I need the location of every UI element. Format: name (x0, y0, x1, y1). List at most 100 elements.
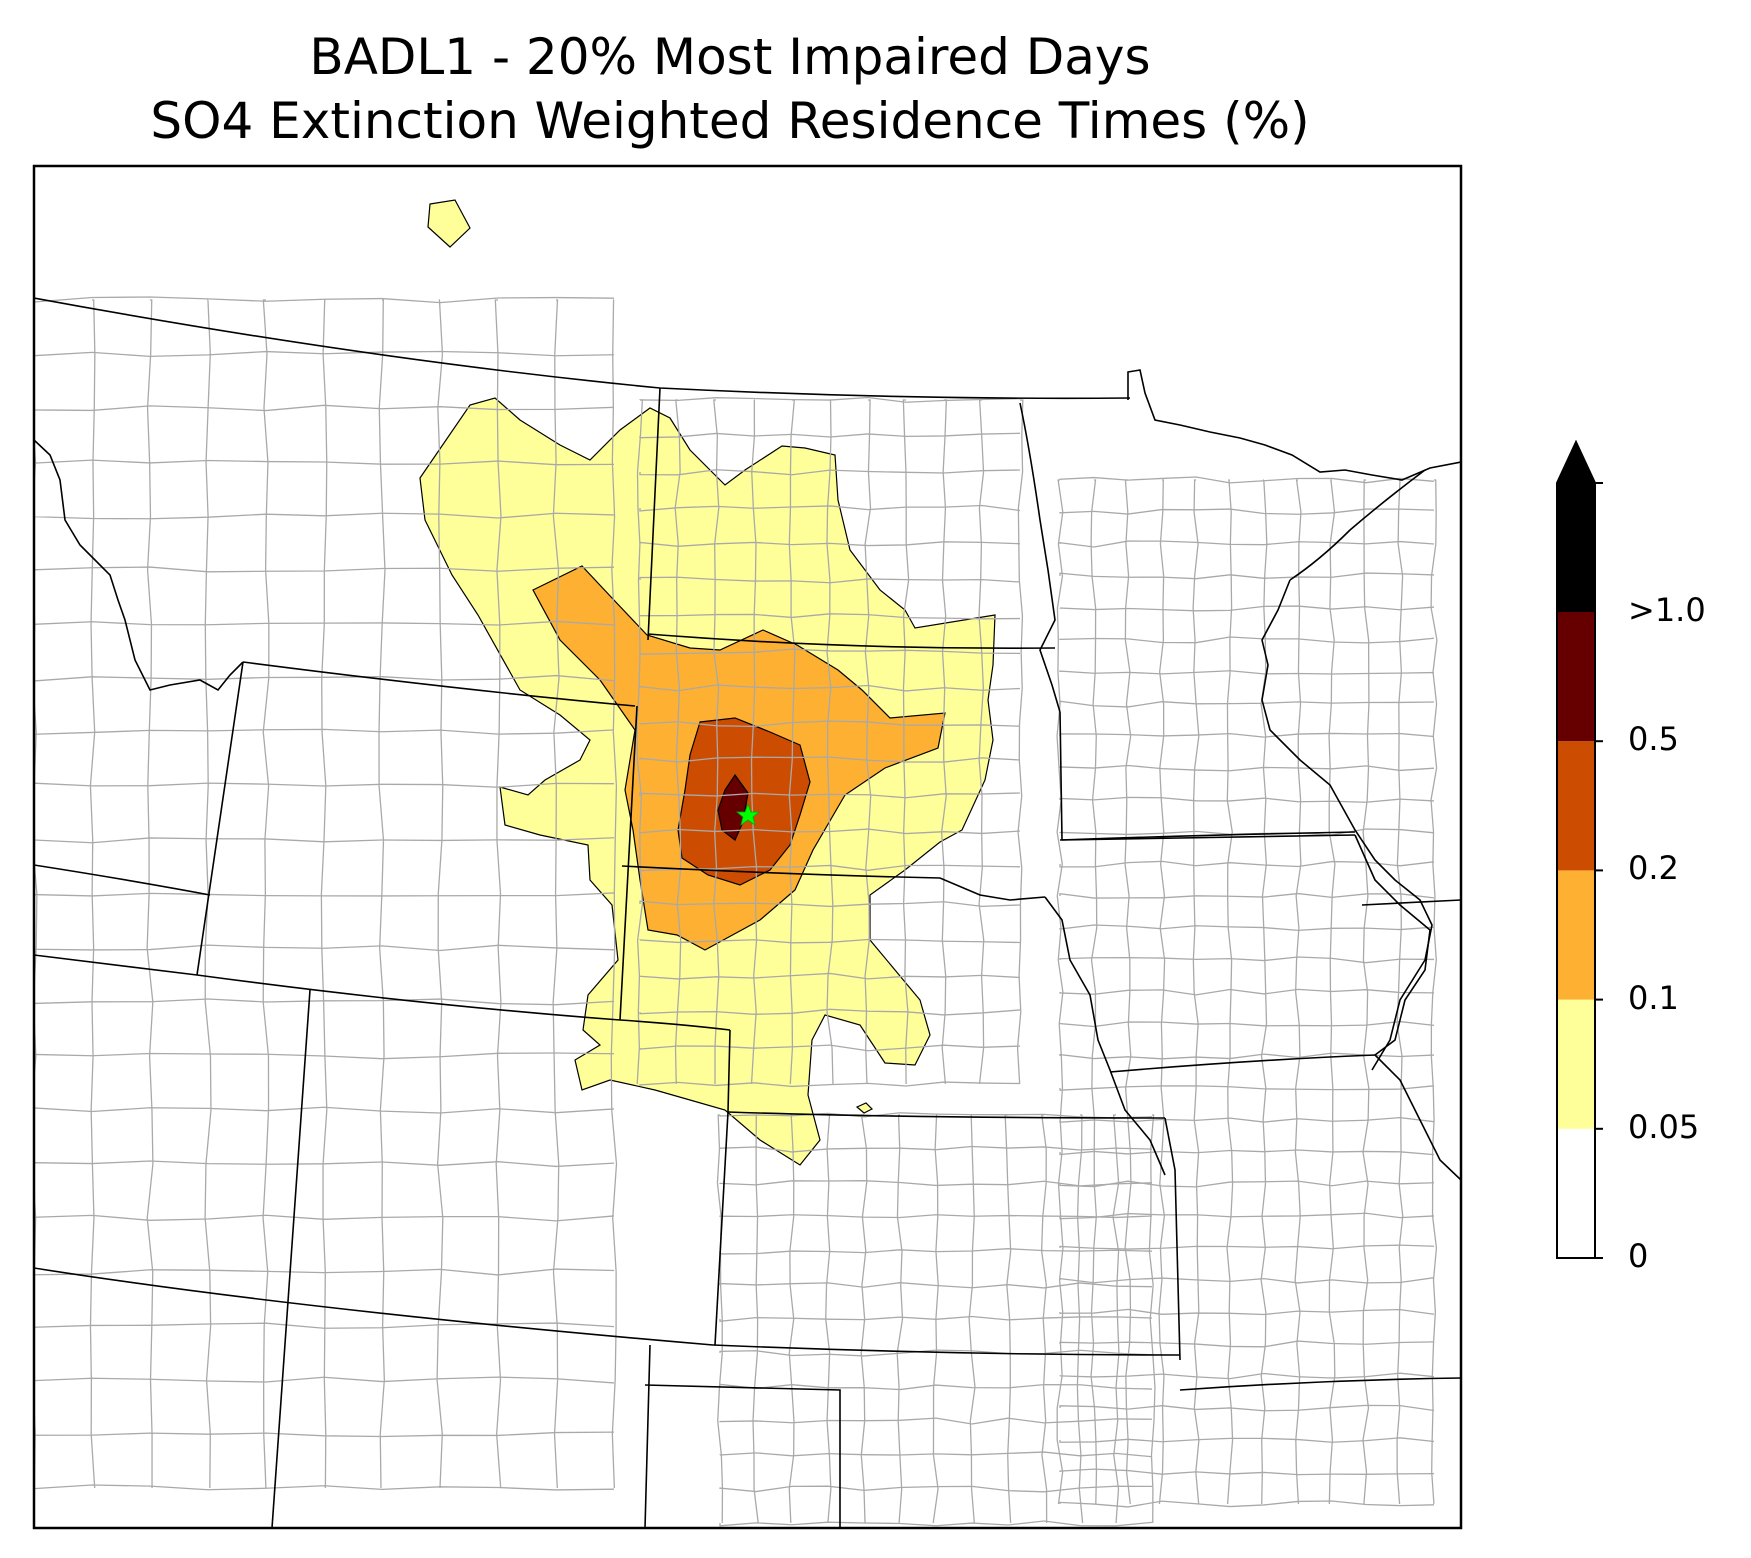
colorbar-tick-label: 0.05 (1628, 1108, 1700, 1146)
sd-mt-wy-line (619, 705, 638, 1021)
county-line (1059, 1500, 1435, 1508)
county-line (713, 399, 720, 1085)
county-line (89, 299, 96, 1489)
county-line (1059, 572, 1435, 580)
colorado-west-line (271, 989, 311, 1528)
county-line (34, 728, 615, 735)
county-line (146, 299, 154, 1489)
county-line (1059, 988, 1435, 996)
county-line (34, 1376, 615, 1384)
colorbar-tick-label: 0.2 (1628, 849, 1679, 887)
colorbar-tick-label: 0 (1628, 1237, 1649, 1275)
county-line (1004, 1114, 1012, 1524)
county-line (639, 469, 1021, 476)
county-line (752, 1114, 759, 1524)
county-line (1016, 399, 1024, 1085)
county-line (1059, 956, 1435, 964)
county-line (1192, 479, 1200, 1505)
county-line (1059, 1085, 1435, 1091)
county-line (34, 1106, 615, 1114)
county-line (636, 399, 644, 1085)
county-line (1059, 732, 1435, 738)
county-line (902, 399, 910, 1085)
county-line (34, 512, 615, 520)
county-line (860, 1114, 868, 1524)
county-line (639, 541, 1021, 547)
idaho-wyoming-line (34, 864, 211, 896)
iowa-north-line (1061, 834, 1356, 841)
county-line (34, 350, 615, 358)
county-line (494, 299, 502, 1489)
county-line (639, 613, 1021, 620)
wyoming-west-line (196, 661, 244, 976)
county-line (1059, 892, 1435, 899)
sd-ne-line (621, 865, 1046, 901)
county-line (610, 299, 618, 1489)
county-line (719, 1315, 1153, 1322)
county-line (639, 938, 1021, 944)
county-line (639, 648, 1021, 655)
county-line (34, 674, 615, 682)
county-line (34, 566, 615, 573)
county-line (1328, 479, 1336, 1505)
wyoming-south-line (196, 974, 621, 1021)
receptor-star-marker (735, 802, 761, 826)
county-line (788, 399, 796, 1085)
county-line (552, 299, 560, 1489)
county-line (716, 1114, 724, 1524)
colorbar-extend-arrow (1557, 442, 1595, 483)
minnesota-west-line (1059, 711, 1063, 841)
county-line (639, 900, 1021, 908)
county-line (719, 1417, 1153, 1425)
colorbar-segment (1557, 612, 1595, 742)
county-line (639, 396, 1021, 403)
county-line (639, 972, 1021, 980)
county-line (639, 504, 1021, 512)
county-line (34, 459, 615, 466)
colorbar-segment (1557, 999, 1595, 1129)
county-line (826, 399, 834, 1085)
county-line (719, 1520, 1153, 1527)
county-line (639, 1081, 1021, 1088)
county-line (1059, 605, 1435, 612)
county-line (34, 944, 615, 952)
county-line (1362, 479, 1370, 1505)
county-line (1226, 479, 1234, 1505)
wisconsin-illinois-line (1361, 899, 1461, 906)
county-line (940, 399, 948, 1085)
county-line (1059, 700, 1435, 708)
colorbar-tick-label: 0.1 (1628, 979, 1679, 1017)
county-line (1430, 479, 1438, 1505)
county-line (719, 1180, 1153, 1187)
contour-0.05-island-south (855, 1102, 874, 1114)
colorbar-segment (1557, 870, 1595, 1000)
county-line (968, 1114, 976, 1524)
county-line (1396, 479, 1404, 1505)
county-line (1059, 1212, 1435, 1220)
iowa-east-line (1354, 834, 1431, 1056)
canada-us-border (34, 297, 1131, 400)
county-line (639, 684, 1021, 692)
nd-sd-line (647, 633, 1056, 650)
county-line (1059, 1372, 1435, 1380)
state-boundaries (34, 297, 1461, 1528)
chart-title-line-1: BADL1 - 20% Most Impaired Days (309, 28, 1151, 86)
kansas-south-line (712, 1344, 1181, 1356)
oklahoma-panhandle (644, 1344, 841, 1528)
county-line (788, 1114, 795, 1524)
county-line (1112, 1114, 1120, 1524)
county-line (1158, 479, 1166, 1505)
north-dakota-minnesota-line (1019, 402, 1061, 713)
wyoming-north-line (242, 661, 636, 707)
county-line (1124, 479, 1132, 1505)
county-line (1056, 479, 1064, 1505)
county-line (1059, 924, 1435, 932)
canada-border-east (1127, 369, 1461, 481)
county-line (204, 299, 212, 1489)
county-line (436, 299, 444, 1489)
county-line (378, 299, 386, 1489)
county-line (262, 299, 270, 1489)
county-line (978, 399, 985, 1085)
county-line (1059, 764, 1435, 772)
